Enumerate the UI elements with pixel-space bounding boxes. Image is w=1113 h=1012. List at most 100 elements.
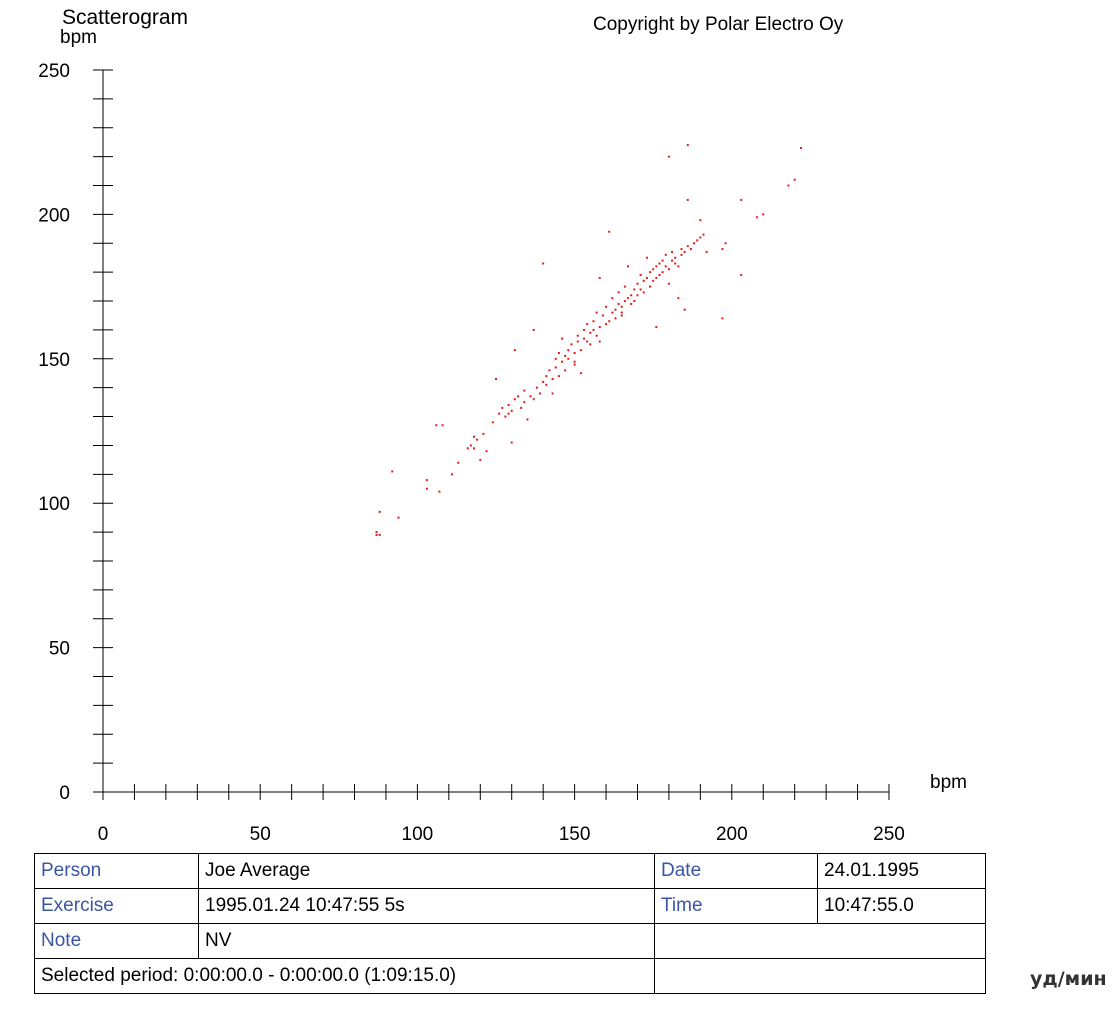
data-point	[545, 375, 548, 378]
data-point	[491, 421, 494, 424]
data-point	[623, 285, 626, 288]
data-point	[686, 245, 689, 248]
data-point	[740, 198, 743, 201]
data-point	[472, 435, 475, 438]
data-point	[567, 357, 570, 360]
data-point	[627, 265, 630, 268]
data-point	[507, 404, 510, 407]
data-point	[667, 282, 670, 285]
x-tick-label: 50	[250, 824, 271, 845]
data-point	[677, 265, 680, 268]
data-point	[554, 366, 557, 369]
data-point	[435, 424, 438, 427]
data-point	[586, 323, 589, 326]
data-point	[542, 262, 545, 265]
data-point	[642, 279, 645, 282]
data-point	[755, 216, 758, 219]
y-tick-label: 200	[38, 205, 70, 226]
data-point	[652, 279, 655, 282]
data-point	[674, 256, 677, 259]
data-point	[479, 458, 482, 461]
data-point	[667, 268, 670, 271]
data-point	[636, 294, 639, 297]
data-point	[611, 311, 614, 314]
copyright-text: Copyright by Polar Electro Oy	[593, 14, 844, 35]
data-point	[605, 305, 608, 308]
y-tick-label: 250	[38, 61, 70, 82]
time-value: 10:47:55.0	[817, 888, 986, 924]
data-point	[520, 406, 523, 409]
data-point	[658, 274, 661, 277]
data-point	[375, 531, 378, 534]
data-point	[576, 340, 579, 343]
data-point	[579, 372, 582, 375]
info-table: Person Joe Average Date 24.01.1995 Exerc…	[34, 853, 986, 994]
data-point	[614, 317, 617, 320]
x-tick-label: 0	[98, 824, 109, 845]
person-value: Joe Average	[198, 853, 655, 889]
data-point	[620, 311, 623, 314]
data-point	[551, 378, 554, 381]
data-point	[592, 320, 595, 323]
data-point	[686, 144, 689, 147]
data-point	[573, 352, 576, 355]
empty-cell	[654, 958, 986, 994]
data-point	[457, 461, 460, 464]
data-point	[554, 357, 557, 360]
data-point	[655, 276, 658, 279]
data-point	[693, 242, 696, 245]
date-value: 24.01.1995	[817, 853, 986, 889]
data-point	[620, 314, 623, 317]
data-point	[539, 392, 542, 395]
data-point	[630, 302, 633, 305]
data-point	[532, 398, 535, 401]
data-point	[586, 340, 589, 343]
data-point	[762, 213, 765, 216]
data-point	[438, 490, 441, 493]
data-point	[799, 146, 802, 149]
x-tick-label: 250	[873, 824, 905, 845]
data-point	[680, 253, 683, 256]
data-point	[517, 395, 520, 398]
data-point	[667, 155, 670, 158]
data-point	[498, 412, 501, 415]
data-point	[614, 308, 617, 311]
data-point	[592, 328, 595, 331]
data-point	[570, 343, 573, 346]
data-point	[375, 533, 378, 536]
data-point	[501, 406, 504, 409]
data-point	[510, 441, 513, 444]
data-point	[557, 375, 560, 378]
data-point	[557, 352, 560, 355]
table-row: Person Joe Average Date 24.01.1995	[34, 853, 986, 889]
data-point	[378, 510, 381, 513]
data-point	[598, 276, 601, 279]
data-point	[598, 340, 601, 343]
data-point	[664, 265, 667, 268]
data-point	[630, 294, 633, 297]
data-point	[793, 178, 796, 181]
data-point	[561, 337, 564, 340]
data-point	[532, 328, 535, 331]
data-point	[686, 198, 689, 201]
data-point	[510, 409, 513, 412]
data-point	[564, 369, 567, 372]
y-tick-label: 0	[59, 783, 70, 804]
data-point	[696, 239, 699, 242]
data-point	[645, 256, 648, 259]
data-point	[589, 331, 592, 334]
y-tick-label: 100	[38, 494, 70, 515]
data-point	[469, 444, 472, 447]
data-point	[674, 262, 677, 265]
data-point	[529, 395, 532, 398]
data-point	[645, 276, 648, 279]
unit-label: уд/мин	[1030, 968, 1107, 990]
data-point	[649, 271, 652, 274]
data-point	[689, 248, 692, 251]
data-point	[523, 401, 526, 404]
data-point	[620, 305, 623, 308]
data-point	[545, 383, 548, 386]
data-point	[526, 418, 529, 421]
data-point	[573, 360, 576, 363]
data-point	[655, 326, 658, 329]
